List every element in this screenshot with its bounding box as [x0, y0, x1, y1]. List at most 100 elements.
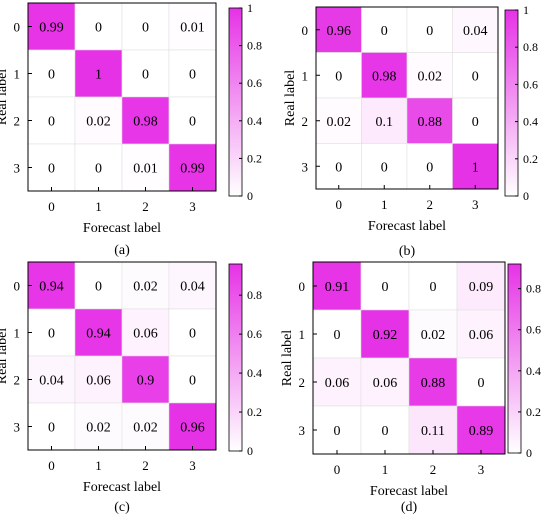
x-tick-label-3: 3 [472, 197, 479, 212]
x-tick-label-1: 1 [381, 197, 388, 212]
cell-label-r0-c1: 0 [95, 21, 102, 36]
cell-label-r0-c3: 0.09 [469, 280, 494, 295]
cell-label-r1-c2: 0.02 [421, 328, 446, 343]
x-tick-label-3: 3 [478, 462, 485, 477]
cell-label-r2-c3: 0 [189, 115, 196, 130]
cell-r3-c1 [361, 143, 408, 190]
colorbar-tick-label-4: 0.8 [523, 40, 538, 54]
cell-label-r3-c0: 0 [48, 421, 55, 436]
y-tick-label-1: 1 [299, 327, 306, 342]
cell-r3-c2 [408, 405, 458, 455]
x-tick-label-0: 0 [336, 197, 343, 212]
cell-label-r1-c1: 0.92 [373, 328, 398, 343]
cell-label-r2-c1: 0.06 [373, 376, 398, 391]
cell-label-r1-c3: 0 [189, 327, 196, 342]
cell-r2-c1 [361, 97, 408, 144]
cell-label-r0-c2: 0 [430, 280, 437, 295]
cell-label-r3-c3: 0.96 [180, 421, 205, 436]
colorbar [507, 263, 522, 454]
cell-label-r1-c0: 0 [335, 69, 342, 84]
cell-label-r3-c2: 0 [426, 160, 433, 175]
cell-r1-c1 [361, 52, 408, 99]
cell-r1-c2 [406, 52, 453, 99]
cell-r2-c0 [27, 355, 76, 404]
colorbar-tick-label-3: 0.6 [247, 327, 262, 341]
colorbar [228, 263, 243, 452]
panel-2: 0.94 0 0.02 0.04 0 0.94 0.06 0 0.04 0.06 0.9 0 0 0.02… [0, 261, 262, 515]
cell-label-r0-c2: 0 [426, 24, 433, 39]
y-axis-label: Real label [0, 69, 10, 125]
y-tick-label-1: 1 [302, 68, 309, 83]
y-tick-label-2: 2 [14, 373, 21, 388]
cell-label-r0-c0: 0.91 [325, 280, 350, 295]
y-tick-label-3: 3 [299, 423, 306, 438]
cell-label-r3-c1: 0 [381, 160, 388, 175]
y-tick-label-2: 2 [299, 375, 306, 390]
cell-label-r0-c1: 0 [95, 280, 102, 295]
cell-r3-c3 [452, 143, 499, 190]
cell-label-r3-c3: 0.99 [180, 162, 205, 177]
cell-label-r3-c1: 0 [95, 162, 102, 177]
cell-r3-c2 [121, 143, 170, 192]
colorbar-tick-label-5: 1 [247, 1, 253, 15]
colorbar-tick-label-0: 0 [247, 189, 253, 203]
cell-r0-c3 [452, 6, 499, 53]
y-tick-label-2: 2 [14, 114, 21, 129]
colorbar-tick-label-4: 0.8 [247, 288, 262, 302]
panel-label: (a) [114, 243, 130, 258]
cell-label-r2-c3: 0 [472, 115, 479, 130]
colorbar-tick-label-1: 0.2 [247, 151, 262, 165]
panel-label: (b) [399, 244, 416, 259]
cell-label-r2-c1: 0.06 [86, 374, 111, 389]
cell-r2-c3 [168, 96, 217, 145]
x-tick-label-0: 0 [48, 199, 55, 214]
cell-r3-c1 [74, 143, 123, 192]
cell-label-r1-c1: 1 [95, 68, 102, 83]
y-tick-label-3: 3 [302, 159, 309, 174]
cell-r3-c1 [74, 402, 123, 451]
plot-frame [27, 2, 217, 192]
cell-label-r3-c3: 1 [472, 160, 479, 175]
cell-label-r3-c0: 0 [48, 162, 55, 177]
y-tick-label-3: 3 [14, 161, 21, 176]
colorbar [504, 9, 519, 197]
x-tick-label-1: 1 [382, 462, 389, 477]
cell-label-r0-c2: 0 [142, 21, 149, 36]
cell-label-r2-c0: 0.02 [327, 115, 352, 130]
colorbar-tick-label-0: 0 [526, 446, 532, 460]
cell-label-r3-c1: 0 [382, 424, 389, 439]
panel-3: 0.91 0 0 0.09 0 0.92 0.02 0.06 0.06 0.06 0.88 0 0 0 0.… [280, 261, 541, 515]
cell-r0-c0 [27, 2, 76, 51]
cell-r3-c3 [168, 143, 217, 192]
cell-label-r1-c0: 0 [48, 327, 55, 342]
colorbar-tick-label-1: 0.2 [526, 405, 541, 419]
cell-r0-c0 [27, 261, 76, 310]
cell-r3-c1 [360, 405, 410, 455]
colorbar-tick-label-3: 0.6 [526, 323, 541, 337]
cell-r0-c0 [315, 6, 362, 53]
colorbar-tick-label-3: 0.6 [247, 76, 262, 90]
colorbar-tick-label-1: 0.2 [523, 152, 538, 166]
y-tick-label-3: 3 [14, 420, 21, 435]
colorbar-tick-label-1: 0.2 [247, 405, 262, 419]
colorbar-tick-label-4: 0.8 [526, 282, 541, 296]
y-tick-label-0: 0 [14, 20, 21, 35]
cell-label-r0-c1: 0 [382, 280, 389, 295]
x-tick-label-2: 2 [142, 199, 149, 214]
x-tick-label-2: 2 [430, 462, 437, 477]
y-tick-label-0: 0 [302, 23, 309, 38]
cell-label-r2-c1: 0.02 [86, 115, 111, 130]
cell-label-r2-c0: 0.04 [39, 374, 64, 389]
cell-label-r3-c2: 0.01 [133, 162, 158, 177]
x-axis-label: Forecast label [368, 219, 446, 234]
cell-label-r2-c2: 0.98 [133, 115, 158, 130]
panel-1: 0.96 0 0 0.04 0 0.98 0.02 0 0.02 0.1 0.88 0 0 0 0 1 0 1 2 3… [283, 3, 538, 259]
panel-0: 0.99 0 0 0.01 0 1 0 0 0 0.02 0.98 0 0 0 0.01 0.99 0 1 2 3 0 1… [0, 1, 262, 258]
colorbar-tick-label-3: 0.6 [523, 77, 538, 91]
cell-label-r3-c3: 0.89 [469, 424, 494, 439]
cell-label-r1-c3: 0.06 [469, 328, 494, 343]
cell-label-r0-c3: 0.01 [180, 21, 205, 36]
panel-label: (d) [401, 500, 418, 515]
cell-label-r2-c3: 0 [478, 376, 485, 391]
